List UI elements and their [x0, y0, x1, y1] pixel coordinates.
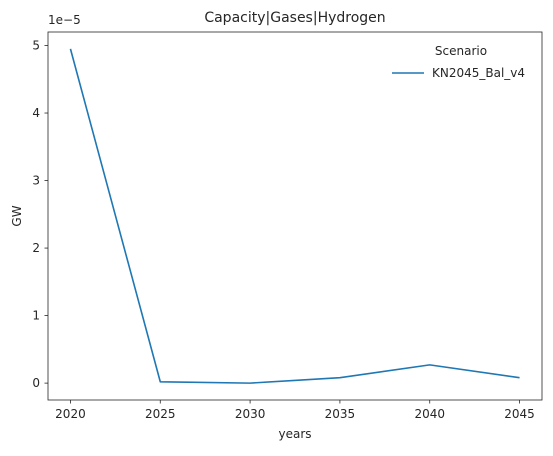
chart-title: Capacity|Gases|Hydrogen [204, 10, 385, 26]
y-tick-label: 2 [32, 241, 40, 255]
y-ticks: 0 1 2 3 4 5 [32, 39, 48, 390]
y-tick-label: 1 [32, 309, 40, 323]
x-tick-label: 2040 [414, 407, 445, 421]
series-line-0 [69, 48, 520, 384]
y-axis-label: GW [10, 205, 24, 226]
plot-frame [47, 31, 543, 401]
x-tick-label: 2035 [325, 407, 356, 421]
x-tick-label: 2020 [55, 407, 86, 421]
legend-title: Scenario [435, 44, 487, 58]
y-tick-label: 0 [32, 376, 40, 390]
y-tick-label: 3 [32, 174, 40, 188]
x-tick-label: 2045 [504, 407, 535, 421]
series-lines [69, 48, 520, 384]
y-tick-label: 4 [32, 106, 40, 120]
x-tick-label: 2030 [235, 407, 266, 421]
y-tick-label: 5 [32, 39, 40, 53]
legend-entry-label: KN2045_Bal_v4 [432, 66, 525, 80]
legend: Scenario KN2045_Bal_v4 [392, 44, 525, 80]
x-tick-label: 2025 [145, 407, 176, 421]
x-ticks: 2020 2025 2030 2035 2040 2045 [55, 400, 535, 421]
x-axis-label: years [278, 427, 311, 441]
y-offset-label: 1e−5 [48, 13, 81, 27]
